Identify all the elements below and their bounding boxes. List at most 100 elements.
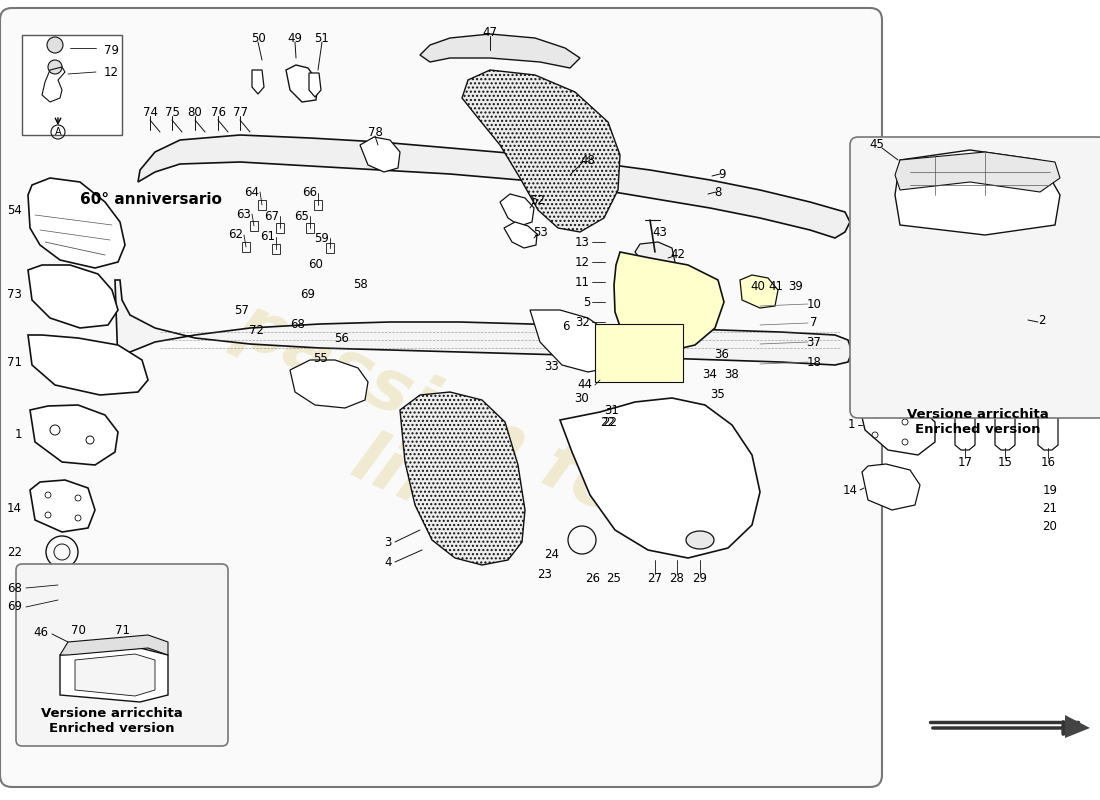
FancyBboxPatch shape [850,137,1100,418]
Polygon shape [30,405,118,465]
Text: 46: 46 [33,626,48,638]
Text: 55: 55 [312,351,328,365]
Text: 32: 32 [575,315,590,329]
Polygon shape [912,238,1040,355]
Circle shape [47,37,63,53]
Text: 8: 8 [714,186,722,198]
Polygon shape [138,135,850,238]
Polygon shape [75,654,155,696]
Text: 54: 54 [7,203,22,217]
Text: 13: 13 [575,235,590,249]
Text: 28: 28 [670,571,684,585]
Text: 27: 27 [648,571,662,585]
FancyBboxPatch shape [22,35,122,135]
Text: 35: 35 [711,389,725,402]
Text: 42: 42 [671,247,685,261]
Polygon shape [862,464,920,510]
Text: 72: 72 [250,325,264,338]
Ellipse shape [686,531,714,549]
Text: 68: 68 [290,318,306,330]
FancyBboxPatch shape [16,564,228,746]
Polygon shape [420,34,580,68]
Text: 26: 26 [585,571,601,585]
Text: 34: 34 [703,369,717,382]
Circle shape [60,581,69,589]
Text: 23: 23 [538,569,552,582]
FancyBboxPatch shape [0,8,882,787]
Text: 48: 48 [581,154,595,166]
Text: 9: 9 [718,167,726,181]
Polygon shape [290,360,369,408]
Text: 66: 66 [302,186,318,199]
Text: 3: 3 [385,535,392,549]
Text: 14: 14 [7,502,22,514]
Text: 22: 22 [601,415,616,429]
Polygon shape [504,222,537,248]
Text: 75: 75 [165,106,179,118]
Text: A: A [55,127,62,137]
Text: 71: 71 [114,623,130,637]
Text: Versione arricchita
Enriched version: Versione arricchita Enriched version [908,408,1049,436]
Polygon shape [60,648,168,702]
Text: 15: 15 [998,455,1012,469]
Text: 71: 71 [7,355,22,369]
Text: 59: 59 [315,231,329,245]
Text: 76: 76 [210,106,225,118]
Text: 74: 74 [143,106,157,118]
Polygon shape [996,405,1015,450]
Polygon shape [1065,715,1090,738]
Text: 30: 30 [574,391,590,405]
Polygon shape [252,70,264,94]
Polygon shape [462,70,620,232]
Polygon shape [858,398,935,455]
Polygon shape [116,280,852,365]
Polygon shape [360,137,400,172]
Polygon shape [740,275,778,308]
Polygon shape [1038,405,1058,450]
Text: 14: 14 [843,483,858,497]
Text: 20: 20 [1043,519,1057,533]
Text: 60° anniversario: 60° anniversario [80,193,222,207]
Polygon shape [895,150,1060,235]
Polygon shape [530,310,615,372]
Polygon shape [28,265,118,328]
FancyBboxPatch shape [595,324,683,382]
Text: 49: 49 [287,31,303,45]
Text: 69: 69 [7,601,22,614]
Polygon shape [500,194,534,226]
Circle shape [60,596,69,604]
Text: 29: 29 [693,571,707,585]
Text: 22: 22 [7,546,22,558]
Text: 80: 80 [188,106,202,118]
Text: 16: 16 [1041,455,1056,469]
Text: 36: 36 [715,349,729,362]
Text: 38: 38 [725,369,739,382]
Polygon shape [309,73,321,97]
Text: 77: 77 [232,106,248,118]
Text: 68: 68 [7,582,22,594]
Text: 67: 67 [264,210,279,222]
Circle shape [48,60,62,74]
Text: 4: 4 [385,555,392,569]
Text: 19: 19 [1043,483,1057,497]
Text: 53: 53 [532,226,548,238]
Text: 10: 10 [806,298,822,310]
Text: 22: 22 [603,415,617,429]
Polygon shape [30,480,95,532]
Text: 6: 6 [562,319,570,333]
Polygon shape [28,178,125,268]
Text: 64: 64 [244,186,260,198]
Text: 5: 5 [583,295,590,309]
Polygon shape [560,398,760,558]
Text: 47: 47 [483,26,497,38]
Text: 12: 12 [104,66,119,78]
Text: Versione arricchita
Enriched version: Versione arricchita Enriched version [41,707,183,735]
Text: 24: 24 [544,549,560,562]
Text: 57: 57 [234,303,250,317]
Text: 2: 2 [1038,314,1046,326]
Polygon shape [400,392,525,565]
Text: 33: 33 [544,359,560,373]
Text: 41: 41 [769,279,783,293]
Text: 70: 70 [70,623,86,637]
Polygon shape [614,252,724,352]
